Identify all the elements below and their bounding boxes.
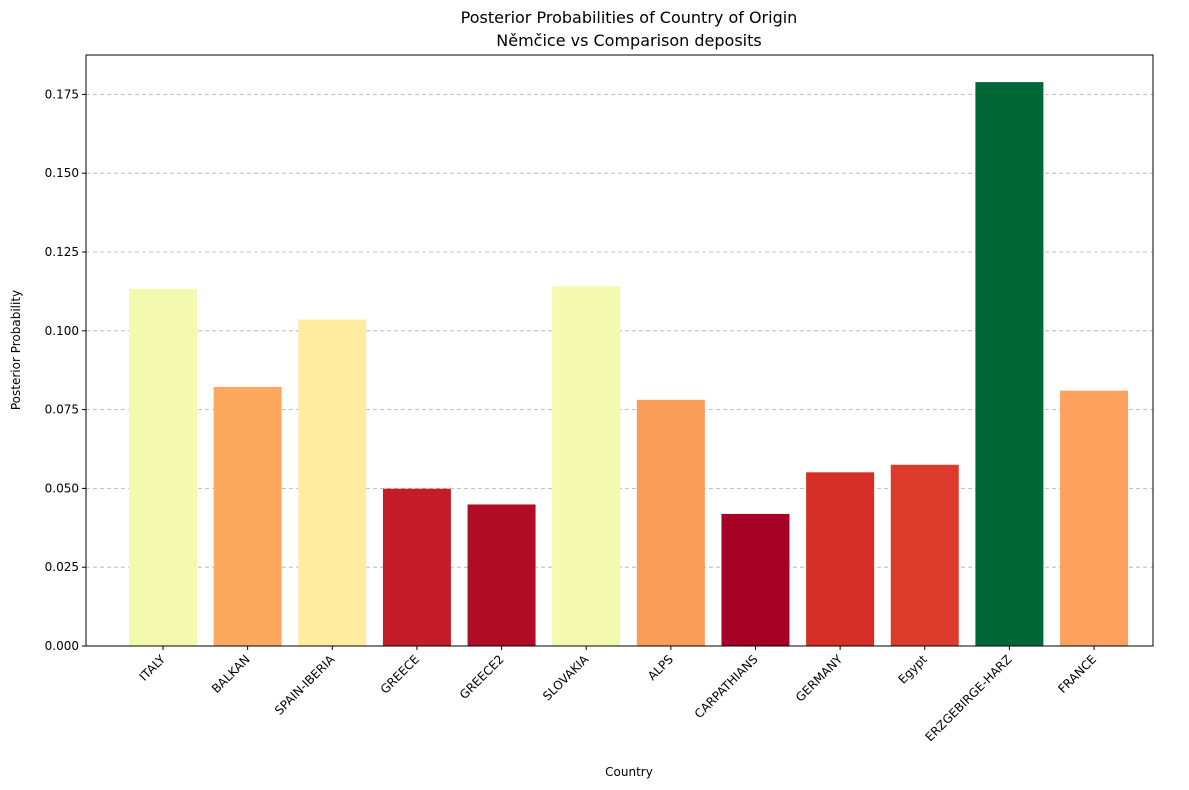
x-tick-label: BALKAN: [209, 652, 253, 696]
chart-subtitle: Němčice vs Comparison deposits: [496, 31, 761, 50]
y-tick-label: 0.050: [45, 481, 79, 495]
bar-italy: [129, 288, 197, 646]
bar-slovakia: [552, 286, 621, 646]
x-tick-label: GERMANY: [793, 652, 846, 705]
x-tick-label: SPAIN-IBERIA: [272, 652, 338, 718]
x-tick-label: Egypt: [895, 652, 930, 687]
bar-balkan: [213, 386, 282, 646]
chart-title: Posterior Probabilities of Country of Or…: [461, 8, 798, 27]
y-tick-label: 0.150: [45, 166, 79, 180]
x-tick-label: ALPS: [645, 652, 676, 683]
bars: [129, 82, 1129, 647]
bar-alps: [636, 399, 705, 646]
bar-erzgebirge-harz: [975, 82, 1044, 647]
bar-greece: [382, 488, 451, 646]
x-tick-label: SLOVAKIA: [540, 652, 592, 704]
bar-carpathians: [721, 513, 790, 646]
x-tick-label: ITALY: [137, 652, 169, 684]
y-tick-label: 0.100: [45, 324, 79, 338]
x-tick-label: ERZGEBIRGE-HARZ: [922, 652, 1014, 744]
bar-greece2: [467, 504, 536, 646]
x-axis-ticks: ITALY BALKAN SPAIN-IBERIA GREECE GREECE2 SLOV…: [137, 646, 1099, 744]
y-tick-label: 0.075: [45, 403, 79, 417]
y-axis-ticks: 0.000 0.025 0.050 0.075 0.100 0.125 0.150 0.175: [45, 87, 86, 653]
x-axis-label: Country: [605, 765, 653, 779]
y-axis-label: Posterior Probability: [9, 290, 23, 410]
bar-france: [1060, 390, 1129, 646]
bar-egypt: [890, 464, 959, 646]
y-tick-label: 0.175: [45, 87, 79, 101]
x-tick-label: FRANCE: [1055, 652, 1099, 696]
y-tick-label: 0.125: [45, 245, 79, 259]
y-tick-label: 0.025: [45, 560, 79, 574]
y-tick-label: 0.000: [45, 639, 79, 653]
x-tick-label: GREECE: [378, 652, 422, 696]
bar-spain-iberia: [298, 319, 367, 646]
bar-germany: [806, 472, 875, 646]
x-tick-label: CARPATHIANS: [692, 652, 761, 721]
x-tick-label: GREECE2: [457, 652, 507, 702]
plot-frame: [85, 54, 1154, 647]
